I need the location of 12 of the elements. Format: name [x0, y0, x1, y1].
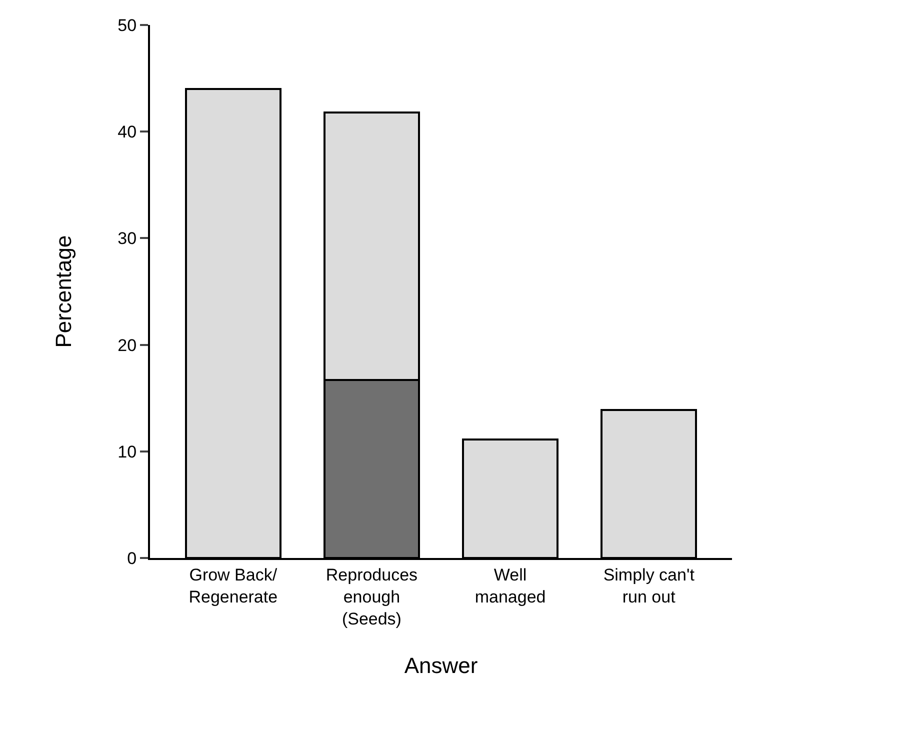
- y-axis-title: Percentage: [50, 235, 76, 348]
- x-tick-label: Simply can't run out: [603, 565, 695, 606]
- x-axis-title: Answer: [404, 653, 478, 678]
- y-tick-label: 0: [127, 548, 137, 568]
- x-tick-label: Well managed: [474, 565, 546, 606]
- x-tick-label: Reproduces enough (Seeds): [326, 565, 418, 629]
- y-tick-label: 50: [118, 16, 137, 35]
- x-tick-label: Grow Back/ Regenerate: [188, 565, 278, 606]
- y-tick-label: 20: [118, 336, 137, 355]
- y-tick-label: 10: [118, 442, 137, 462]
- y-tick-label: 30: [118, 229, 137, 248]
- y-tick-label: 40: [118, 122, 137, 142]
